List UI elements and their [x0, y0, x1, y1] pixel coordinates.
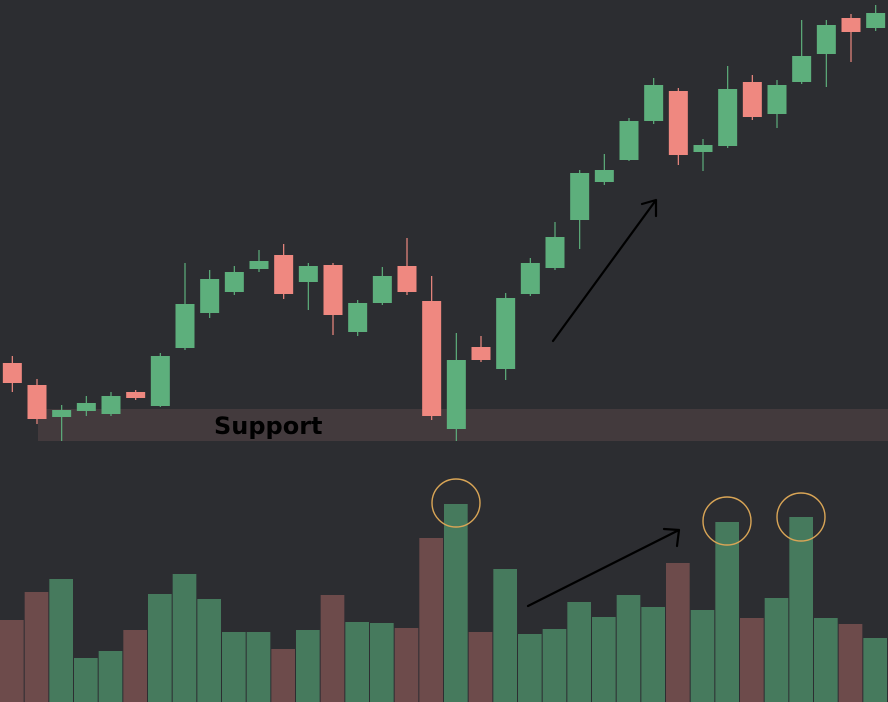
candle-body [249, 261, 269, 269]
volume-bar [222, 632, 246, 702]
volume-bar [863, 638, 887, 702]
candle-body [101, 396, 121, 414]
volume-bar [0, 620, 24, 702]
candle-body [841, 18, 861, 32]
volume-bar [641, 607, 665, 702]
highlight-circle [776, 492, 826, 542]
candle-body [471, 347, 491, 360]
volume-layer [0, 504, 887, 702]
support-label: Support [214, 412, 323, 440]
highlight-circle [702, 496, 752, 546]
volume-bar [74, 658, 98, 702]
volume-bar [542, 629, 567, 702]
volume-bar [444, 504, 468, 702]
volume-bar [616, 595, 641, 702]
candle-body [520, 263, 540, 294]
volume-arrow [526, 527, 681, 608]
trend-arrow [551, 198, 658, 343]
candle-body [644, 85, 664, 121]
candle-body [594, 170, 614, 182]
candle-body [200, 279, 220, 313]
volume-bar [370, 623, 394, 702]
volume-bar [592, 617, 616, 702]
candle-body [570, 173, 590, 220]
volume-bar [148, 594, 172, 702]
volume-bar [172, 574, 197, 702]
candle-body [27, 385, 47, 419]
candle-layer [2, 5, 886, 441]
candle-body [126, 392, 146, 398]
volume-bar [690, 610, 715, 702]
volume-bar [296, 630, 320, 702]
volume-bar [123, 630, 147, 702]
volume-bar [789, 517, 813, 702]
candle-body [619, 121, 639, 160]
candle-body [422, 301, 442, 416]
volume-bar [493, 569, 517, 702]
volume-bar [468, 632, 493, 702]
candle-body [718, 89, 738, 146]
volume-bar [271, 649, 295, 702]
volume-bar [764, 598, 789, 702]
candle-body [323, 265, 343, 315]
candle-body [496, 298, 516, 369]
candle-body [397, 266, 417, 292]
candle-body [792, 56, 812, 82]
candle-body [372, 276, 392, 303]
volume-bar [24, 592, 49, 702]
volume-bar [49, 579, 73, 702]
candle-body [274, 255, 294, 294]
volume-bar [666, 563, 690, 702]
volume-bar [419, 538, 443, 702]
candle-body [742, 82, 762, 117]
candle-body [446, 360, 466, 429]
candle-body [150, 356, 170, 406]
candle-body [348, 303, 368, 332]
candle-body [693, 145, 713, 152]
candle-body [175, 304, 195, 348]
annotations [431, 198, 826, 608]
volume-bar [320, 595, 345, 702]
volume-bar [98, 651, 123, 702]
candle-body [668, 91, 688, 155]
candle-body [224, 272, 244, 292]
candle-body [52, 410, 72, 417]
candle-body [545, 237, 565, 268]
candle-body [2, 363, 22, 383]
candle-body [767, 85, 787, 114]
volume-bar [197, 599, 221, 702]
volume-bar [567, 602, 591, 702]
candle-body [76, 403, 96, 411]
volume-bar [518, 634, 542, 702]
volume-bar [814, 618, 838, 702]
volume-bar [246, 632, 271, 702]
volume-bar [394, 628, 419, 702]
volume-bar [345, 622, 369, 702]
candle-body [298, 266, 318, 282]
volume-bar [715, 522, 739, 702]
candle-body [866, 13, 886, 28]
candle-body [816, 25, 836, 54]
volume-bar [740, 618, 764, 702]
highlight-circle [431, 478, 481, 528]
volume-bar [838, 624, 863, 702]
